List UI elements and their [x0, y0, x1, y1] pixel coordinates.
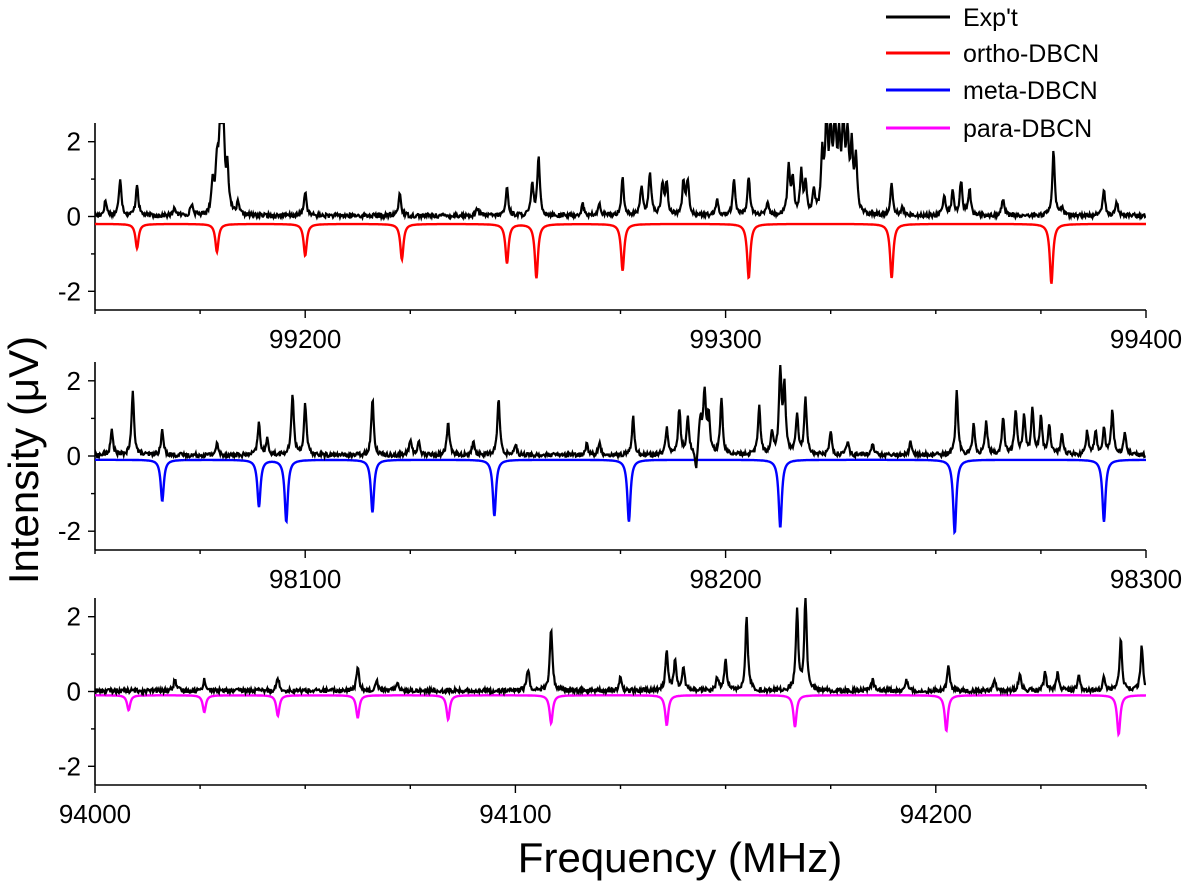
x-tick-label: 99300: [689, 324, 761, 354]
legend-label-para: para-DBCN: [963, 115, 1092, 143]
x-tick-label: 94200: [900, 799, 972, 829]
series-meta-dbcn: [95, 458, 1146, 536]
series-experimental-para: [95, 598, 1146, 697]
x-tick-label: 98100: [269, 564, 341, 594]
x-tick-label: 99200: [269, 324, 341, 354]
legend-label-meta: meta-DBCN: [963, 77, 1098, 105]
y-tick-label: 2: [67, 602, 81, 632]
y-tick-label: 0: [67, 202, 81, 232]
y-tick-label: -2: [58, 516, 81, 546]
y-tick-label: 2: [67, 127, 81, 157]
y-axis-title: Intensity (μV): [0, 336, 47, 584]
series-ortho-dbcn: [95, 222, 1146, 284]
series-para-dbcn: [95, 694, 1146, 738]
panel-ortho: -2 0 2 99200 99300 99400: [58, 123, 1182, 354]
y-tick-label: -2: [58, 276, 81, 306]
legend-label-exp: Exp't: [963, 4, 1018, 32]
legend: Exp't ortho-DBCN meta-DBCN para-DBCN: [886, 4, 1099, 143]
x-axis-title: Frequency (MHz): [518, 834, 842, 881]
series-experimental-ortho: [95, 123, 1146, 222]
y-tick-label: 0: [67, 677, 81, 707]
y-tick-label: 2: [67, 366, 81, 396]
x-tick-label: 94000: [59, 799, 131, 829]
y-tick-label: -2: [58, 751, 81, 781]
panel-para: -2 0 2 94000 94100 94200: [58, 598, 1147, 829]
y-tick-label: 0: [67, 441, 81, 471]
x-tick-label: 94100: [479, 799, 551, 829]
x-tick-label: 98300: [1110, 564, 1182, 594]
panel-meta: -2 0 2 98100 98200 98300: [58, 362, 1182, 594]
series-experimental-meta: [95, 364, 1146, 469]
x-tick-label: 99400: [1110, 324, 1182, 354]
legend-label-ortho: ortho-DBCN: [963, 40, 1099, 68]
x-tick-label: 98200: [689, 564, 761, 594]
